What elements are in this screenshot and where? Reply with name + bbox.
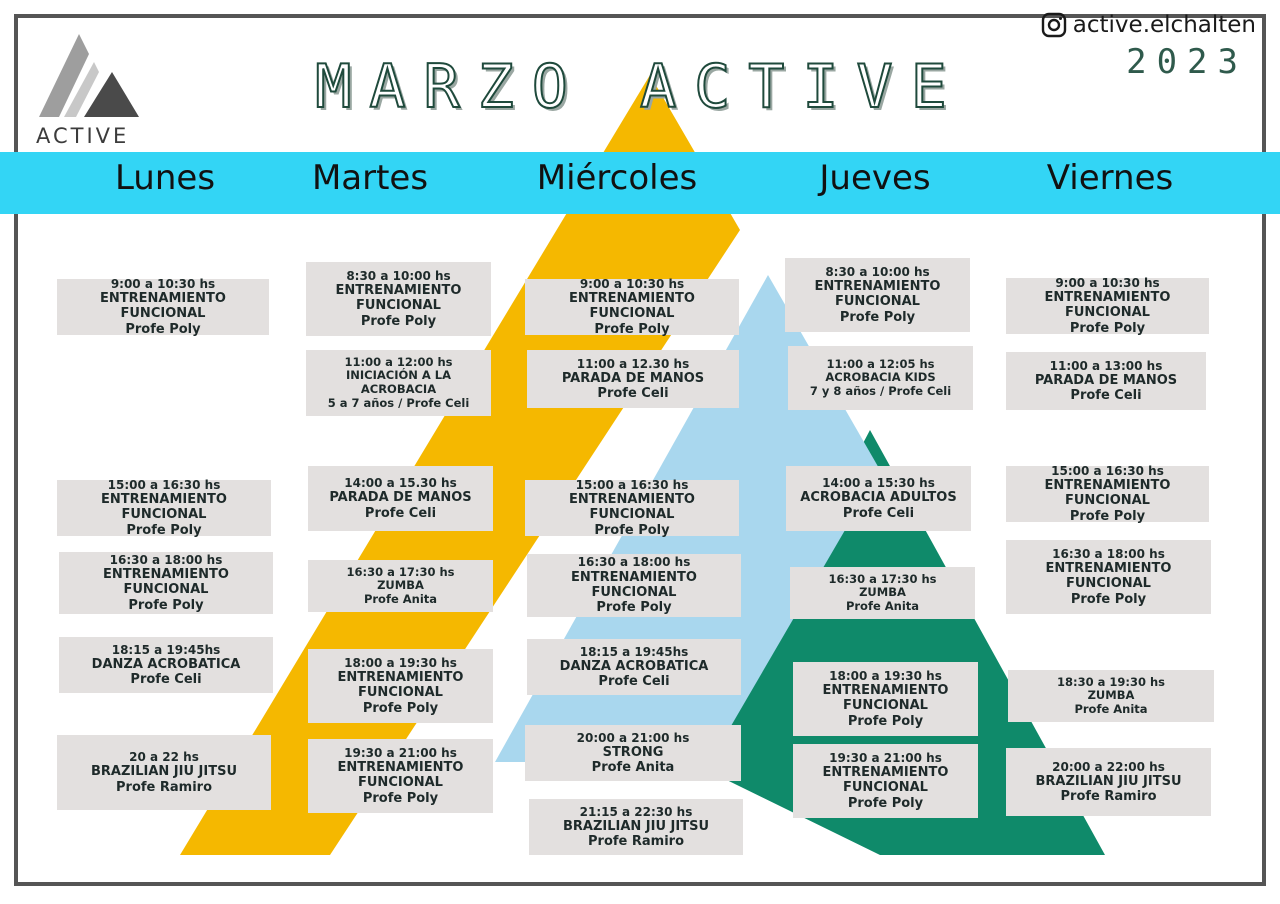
- class-card: 11:00 a 13:00 hs PARADA DE MANOS Profe Cel…: [1006, 352, 1206, 410]
- day-viernes: Viernes: [1046, 158, 1174, 198]
- day-jueves: Jueves: [819, 158, 931, 198]
- class-card: 14:00 a 15:30 hs ACROBACIA ADULTOS Profe C…: [786, 466, 971, 531]
- day-lunes: Lunes: [114, 158, 216, 198]
- class-card: 16:30 a 17:30 hs ZUMBA Profe Anita: [790, 567, 975, 619]
- class-card: 15:00 a 16:30 hs ENTRENAMIENTO FUNCIONAL P…: [57, 478, 271, 538]
- logo-text: ACTIVE: [36, 124, 130, 148]
- class-card: 19:30 a 21:00 hs ENTRENAMIENTO FUNCIONAL Pr…: [308, 739, 493, 813]
- day-martes: Martes: [311, 158, 429, 198]
- class-card: 20 a 22 hs BRAZILIAN JIU JITSU Profe Ramir…: [57, 735, 271, 810]
- class-card: 14:00 a 15.30 hs PARADA DE MANOS Profe Cel…: [308, 466, 493, 531]
- days-band: [0, 152, 1280, 214]
- class-card: 9:00 a 10:30 hs ENTRENAMIENTO FUNCIONAL Pr…: [57, 277, 269, 337]
- class-card: 15:00 a 16:30 hs ENTRENAMIENTO FUNCIONAL P…: [1006, 464, 1209, 524]
- class-card: 9:00 a 10:30 hs ENTRENAMIENTO FUNCIONAL Pr…: [525, 277, 739, 337]
- class-card: 8:30 a 10:00 hs ENTRENAMIENTO FUNCIONAL Pro…: [785, 258, 970, 332]
- class-card: 16:30 a 18:00 hs ENTRENAMIENTO FUNCIONAL P…: [527, 554, 741, 617]
- instagram-handle[interactable]: active.elchalten: [1041, 12, 1256, 38]
- page-title: MARZO ACTIVE: [314, 51, 965, 123]
- class-card: 20:00 a 21:00 hs STRONG Profe Anita: [525, 725, 741, 781]
- class-card: 11:00 a 12:00 hs INICIACIÓN A LA ACROBACIA…: [306, 350, 491, 416]
- instagram-icon: [1041, 12, 1066, 38]
- class-card: 18:30 a 19:30 hs ZUMBA Profe Anita: [1008, 670, 1214, 722]
- class-card: 18:00 a 19:30 hs ENTRENAMIENTO FUNCIONAL Pr…: [793, 662, 978, 736]
- class-card: 18:00 a 19:30 hs ENTRENAMIENTO FUNCIONAL Pr…: [308, 649, 493, 723]
- year-label: 2023: [1126, 42, 1248, 82]
- class-card: 16:30 a 18:00 hs ENTRENAMIENTO FUNCIONAL P…: [59, 552, 273, 614]
- class-card: 8:30 a 10:00 hs ENTRENAMIENTO FUNCIONAL Pro…: [306, 262, 491, 336]
- class-card: 21:15 a 22:30 hs BRAZILIAN JIU JITSU Profe…: [529, 799, 743, 855]
- class-card: 18:15 a 19:45hs DANZA ACROBATICA Profe Cel…: [527, 639, 741, 695]
- day-miercoles: Miércoles: [536, 158, 698, 198]
- class-card: 18:15 a 19:45hs DANZA ACROBATICA Profe Cel…: [59, 637, 273, 693]
- active-logo-icon: [39, 34, 139, 117]
- class-card: 11:00 a 12:05 hs ACROBACIA KIDS 7 y 8 años…: [788, 346, 973, 410]
- class-card: 9:00 a 10:30 hs ENTRENAMIENTO FUNCIONAL Pr…: [1006, 276, 1209, 336]
- class-card: 11:00 a 12.30 hs PARADA DE MANOS Profe Cel…: [527, 350, 739, 408]
- class-card: 16:30 a 17:30 hs ZUMBA Profe Anita: [308, 560, 493, 612]
- page-frame: [14, 14, 1266, 886]
- instagram-label: active.elchalten: [1072, 12, 1256, 38]
- class-card: 16:30 a 18:00 hs ENTRENAMIENTO FUNCIONAL P…: [1006, 540, 1211, 614]
- class-card: 19:30 a 21:00 hs ENTRENAMIENTO FUNCIONAL Pr…: [793, 744, 978, 818]
- class-card: 20:00 a 22:00 hs BRAZILIAN JIU JITSU Profe…: [1006, 748, 1211, 816]
- class-card: 15:00 a 16:30 hs ENTRENAMIENTO FUNCIONAL P…: [525, 478, 739, 538]
